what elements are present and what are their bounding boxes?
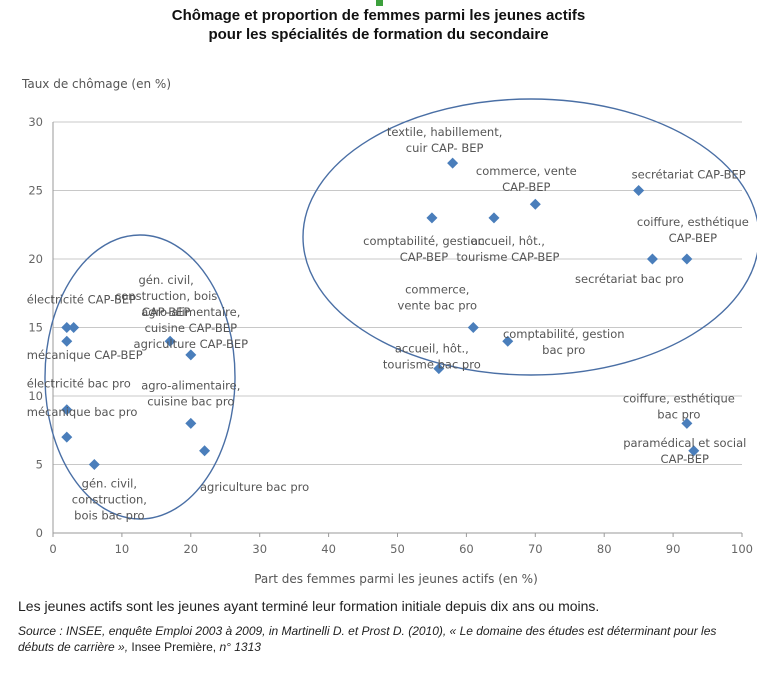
data-point <box>185 349 197 361</box>
source-plain: Insee Première, <box>128 640 220 654</box>
data-label: électricité CAP-BEP <box>27 293 136 307</box>
y-tick-label: 10 <box>28 389 43 403</box>
footnote: Les jeunes actifs sont les jeunes ayant … <box>18 598 600 614</box>
cluster-circles <box>44 98 757 520</box>
data-label: mécanique CAP-BEP <box>27 348 143 362</box>
data-label: accueil, hôt., tourisme bac pro <box>383 342 481 372</box>
chart-title-line2: pour les spécialités de formation du sec… <box>208 26 549 43</box>
y-tick-labels: 0 5 10 15 20 25 30 <box>28 115 43 540</box>
x-tick-label: 0 <box>49 542 56 556</box>
data-label: comptabilité, gestion CAP-BEP <box>363 234 485 264</box>
x-tick-label: 80 <box>597 542 612 556</box>
x-tick-label: 10 <box>115 542 130 556</box>
data-label: électricité bac pro <box>27 377 131 391</box>
data-point <box>185 417 197 429</box>
data-label: comptabilité, gestion bac pro <box>503 327 625 357</box>
data-points <box>61 157 700 470</box>
x-tick-label: 20 <box>183 542 198 556</box>
source-number: n° 1313 <box>219 640 261 654</box>
data-label: mécanique bac pro <box>27 405 138 419</box>
x-tick-label: 90 <box>666 542 681 556</box>
data-point <box>633 185 645 196</box>
data-point <box>646 253 658 265</box>
cluster-circle-right <box>302 98 757 376</box>
top-marker <box>376 0 383 6</box>
data-point <box>61 322 73 333</box>
x-tick-labels: 0 10 20 30 40 50 60 70 80 90 100 <box>49 542 753 556</box>
chart-title: Chômage et proportion de femmes parmi le… <box>0 6 757 44</box>
data-label: agro-alimentaire, cuisine bac pro <box>141 378 240 408</box>
source-citation: Source : INSEE, enquête Emploi 2003 à 20… <box>18 623 738 655</box>
data-point <box>199 445 211 457</box>
data-point <box>681 417 693 429</box>
data-label: agro-alimentaire, cuisine CAP-BEP agricult… <box>134 305 249 351</box>
x-tick-label: 100 <box>731 542 753 556</box>
data-point <box>488 212 500 224</box>
y-tick-label: 15 <box>28 321 43 335</box>
point-labels: électricité CAP-BEP mécanique CAP-BEP élec… <box>27 125 749 522</box>
data-point <box>502 335 514 347</box>
cluster-circle-left <box>44 234 236 520</box>
data-point <box>88 459 100 470</box>
data-point <box>61 335 73 347</box>
grid-lines <box>52 121 743 537</box>
data-label: textile, habillement, cuir CAP- BEP <box>387 125 503 155</box>
x-tick-label: 60 <box>459 542 474 556</box>
data-point <box>529 198 541 210</box>
data-point <box>61 404 73 416</box>
source-italic: Source : INSEE, enquête Emploi 2003 à 20… <box>18 624 717 654</box>
x-axis-label: Part des femmes parmi les jeunes actifs … <box>254 572 538 586</box>
data-label: secrétariat CAP-BEP <box>632 168 746 182</box>
data-label: commerce, vente bac pro <box>398 283 478 313</box>
data-label: coiffure, esthétique bac pro <box>623 391 735 421</box>
x-tick-label: 40 <box>321 542 336 556</box>
data-point <box>681 253 693 265</box>
y-axis-label: Taux de chômage (en %) <box>21 77 171 91</box>
data-label: secrétariat bac pro <box>575 272 684 286</box>
data-point <box>688 445 700 457</box>
data-label: agriculture bac pro <box>200 480 309 494</box>
data-point <box>433 363 445 375</box>
y-tick-label: 30 <box>28 115 43 129</box>
x-tick-label: 70 <box>528 542 543 556</box>
x-tick-label: 30 <box>252 542 267 556</box>
data-label: commerce, vente CAP-BEP <box>476 164 577 194</box>
data-point <box>61 431 73 443</box>
data-point <box>164 335 176 347</box>
data-label: gén. civil, construction, bois bac pro <box>72 477 147 523</box>
data-label: gén. civil, construction, bois CAP-BEP <box>115 273 217 319</box>
data-point <box>467 322 479 333</box>
data-point <box>447 157 459 169</box>
y-tick-label: 0 <box>36 526 43 540</box>
x-tick-label: 50 <box>390 542 405 556</box>
data-label: paramédical et social CAP-BEP <box>623 436 746 466</box>
data-point <box>426 212 438 224</box>
y-tick-label: 20 <box>28 252 43 266</box>
scatter-chart: Taux de chômage (en %) Part des femmes p… <box>21 77 757 586</box>
y-tick-label: 5 <box>36 458 43 472</box>
data-label: coiffure, esthétique CAP-BEP <box>637 215 749 245</box>
chart-title-line1: Chômage et proportion de femmes parmi le… <box>171 7 586 24</box>
data-label: accueil, hôt., tourisme CAP-BEP <box>456 234 559 264</box>
y-tick-label: 25 <box>28 184 43 198</box>
data-point <box>68 322 80 333</box>
